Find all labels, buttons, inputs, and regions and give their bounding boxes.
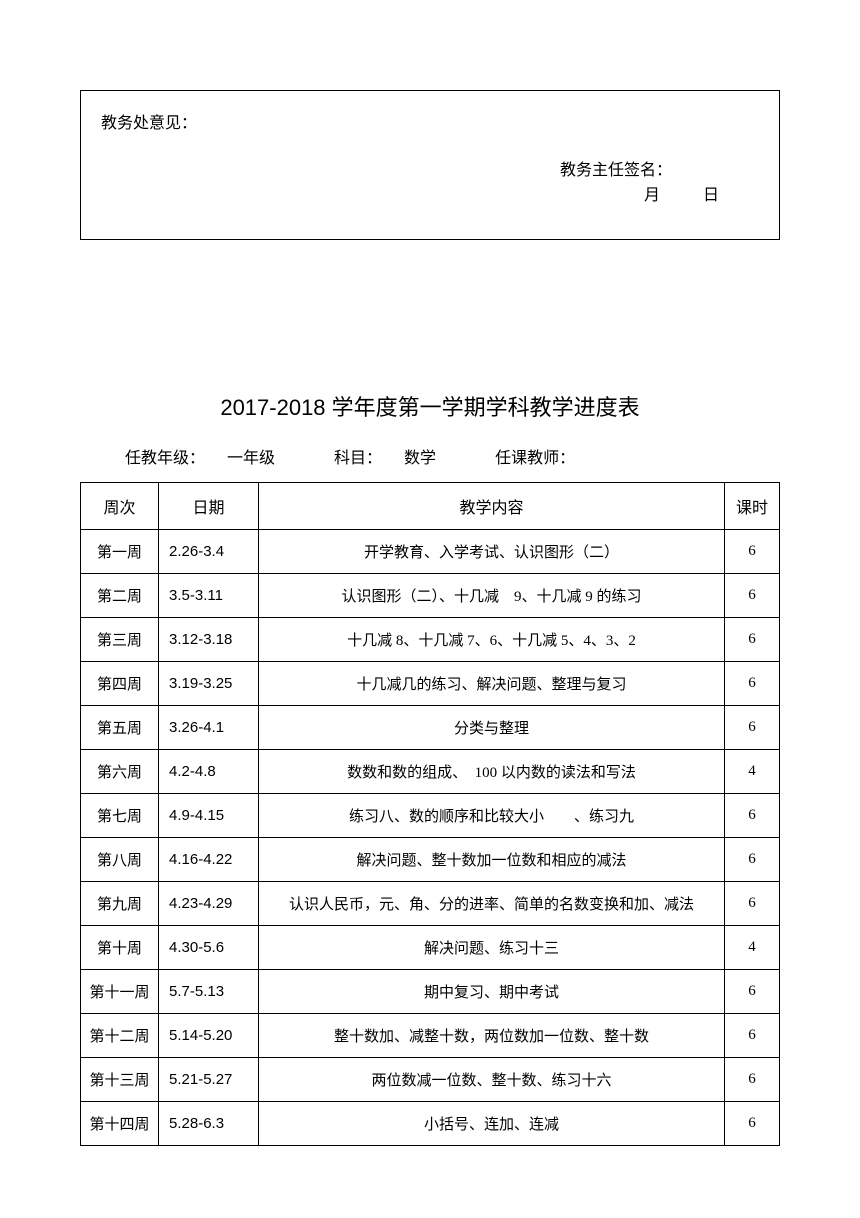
cell-week: 第七周: [81, 794, 159, 838]
cell-date: 5.28-6.3: [159, 1102, 259, 1146]
table-row: 第二周3.5-3.11认识图形（二）、十几减 9、十几减 9 的练习6: [81, 574, 780, 618]
cell-hours: 6: [725, 706, 780, 750]
table-header-row: 周次 日期 教学内容 课时: [81, 483, 780, 530]
cell-week: 第二周: [81, 574, 159, 618]
cell-hours: 6: [725, 574, 780, 618]
cell-date: 3.5-3.11: [159, 574, 259, 618]
cell-content: 两位数减一位数、整十数、练习十六: [259, 1058, 725, 1102]
cell-week: 第三周: [81, 618, 159, 662]
cell-hours: 6: [725, 530, 780, 574]
opinion-label: 教务处意见：: [101, 109, 759, 133]
cell-date: 4.16-4.22: [159, 838, 259, 882]
cell-date: 5.21-5.27: [159, 1058, 259, 1102]
cell-content: 练习八、数的顺序和比较大小 、练习九: [259, 794, 725, 838]
date-line: 月 日: [560, 183, 719, 209]
cell-week: 第四周: [81, 662, 159, 706]
cell-content: 十几减几的练习、解决问题、整理与复习: [259, 662, 725, 706]
cell-week: 第十四周: [81, 1102, 159, 1146]
cell-hours: 6: [725, 882, 780, 926]
cell-content: 整十数加、减整十数，两位数加一位数、整十数: [259, 1014, 725, 1058]
grade-value: 一年级: [227, 444, 275, 468]
cell-date: 5.7-5.13: [159, 970, 259, 1014]
table-row: 第六周4.2-4.8数数和数的组成、 100 以内数的读法和写法4: [81, 750, 780, 794]
cell-hours: 6: [725, 662, 780, 706]
cell-week: 第十三周: [81, 1058, 159, 1102]
cell-date: 4.23-4.29: [159, 882, 259, 926]
opinion-box: 教务处意见： 教务主任签名： 月 日: [80, 90, 780, 240]
cell-week: 第五周: [81, 706, 159, 750]
day-label: 日: [703, 187, 719, 204]
cell-week: 第十二周: [81, 1014, 159, 1058]
cell-hours: 6: [725, 1102, 780, 1146]
table-row: 第四周3.19-3.25十几减几的练习、解决问题、整理与复习6: [81, 662, 780, 706]
cell-week: 第八周: [81, 838, 159, 882]
table-row: 第十一周5.7-5.13期中复习、期中考试6: [81, 970, 780, 1014]
cell-week: 第六周: [81, 750, 159, 794]
signature-block: 教务主任签名： 月 日: [560, 158, 719, 209]
teacher-label: 任课教师：: [495, 444, 575, 468]
table-row: 第十二周5.14-5.20整十数加、减整十数，两位数加一位数、整十数6: [81, 1014, 780, 1058]
cell-content: 解决问题、练习十三: [259, 926, 725, 970]
cell-date: 4.2-4.8: [159, 750, 259, 794]
table-row: 第五周3.26-4.1分类与整理6: [81, 706, 780, 750]
cell-content: 十几减 8、十几减 7、6、十几减 5、4、3、2: [259, 618, 725, 662]
table-row: 第七周4.9-4.15练习八、数的顺序和比较大小 、练习九6: [81, 794, 780, 838]
cell-date: 4.30-5.6: [159, 926, 259, 970]
cell-hours: 6: [725, 1014, 780, 1058]
table-row: 第九周4.23-4.29认识人民币，元、角、分的进率、简单的名数变换和加、减法6: [81, 882, 780, 926]
table-row: 第十周4.30-5.6解决问题、练习十三4: [81, 926, 780, 970]
cell-date: 5.14-5.20: [159, 1014, 259, 1058]
cell-content: 数数和数的组成、 100 以内数的读法和写法: [259, 750, 725, 794]
table-row: 第三周3.12-3.18十几减 8、十几减 7、6、十几减 5、4、3、26: [81, 618, 780, 662]
schedule-table: 周次 日期 教学内容 课时 第一周2.26-3.4开学教育、入学考试、认识图形（…: [80, 482, 780, 1146]
cell-hours: 4: [725, 750, 780, 794]
table-row: 第十四周5.28-6.3小括号、连加、连减6: [81, 1102, 780, 1146]
cell-date: 3.26-4.1: [159, 706, 259, 750]
cell-content: 分类与整理: [259, 706, 725, 750]
cell-hours: 6: [725, 838, 780, 882]
header-week: 周次: [81, 483, 159, 530]
cell-content: 期中复习、期中考试: [259, 970, 725, 1014]
header-date: 日期: [159, 483, 259, 530]
cell-date: 3.12-3.18: [159, 618, 259, 662]
cell-week: 第十周: [81, 926, 159, 970]
cell-content: 解决问题、整十数加一位数和相应的减法: [259, 838, 725, 882]
cell-content: 小括号、连加、连减: [259, 1102, 725, 1146]
cell-date: 3.19-3.25: [159, 662, 259, 706]
subject-value: 数学: [404, 444, 436, 468]
month-label: 月: [644, 187, 660, 204]
cell-date: 2.26-3.4: [159, 530, 259, 574]
page-title: 2017-2018 学年度第一学期学科教学进度表: [80, 390, 780, 422]
cell-week: 第十一周: [81, 970, 159, 1014]
table-row: 第十三周5.21-5.27两位数减一位数、整十数、练习十六6: [81, 1058, 780, 1102]
cell-content: 开学教育、入学考试、认识图形（二）: [259, 530, 725, 574]
cell-hours: 6: [725, 618, 780, 662]
cell-hours: 6: [725, 970, 780, 1014]
subject-label: 科目：: [334, 444, 382, 468]
header-hours: 课时: [725, 483, 780, 530]
table-row: 第一周2.26-3.4开学教育、入学考试、认识图形（二）6: [81, 530, 780, 574]
cell-hours: 4: [725, 926, 780, 970]
header-content: 教学内容: [259, 483, 725, 530]
cell-content: 认识人民币，元、角、分的进率、简单的名数变换和加、减法: [259, 882, 725, 926]
cell-hours: 6: [725, 1058, 780, 1102]
table-row: 第八周4.16-4.22解决问题、整十数加一位数和相应的减法6: [81, 838, 780, 882]
cell-date: 4.9-4.15: [159, 794, 259, 838]
cell-week: 第一周: [81, 530, 159, 574]
signature-label: 教务主任签名：: [560, 158, 719, 184]
cell-week: 第九周: [81, 882, 159, 926]
cell-content: 认识图形（二）、十几减 9、十几减 9 的练习: [259, 574, 725, 618]
cell-hours: 6: [725, 794, 780, 838]
grade-label: 任教年级：: [125, 444, 205, 468]
meta-row: 任教年级： 一年级 科目： 数学 任课教师：: [80, 444, 780, 468]
